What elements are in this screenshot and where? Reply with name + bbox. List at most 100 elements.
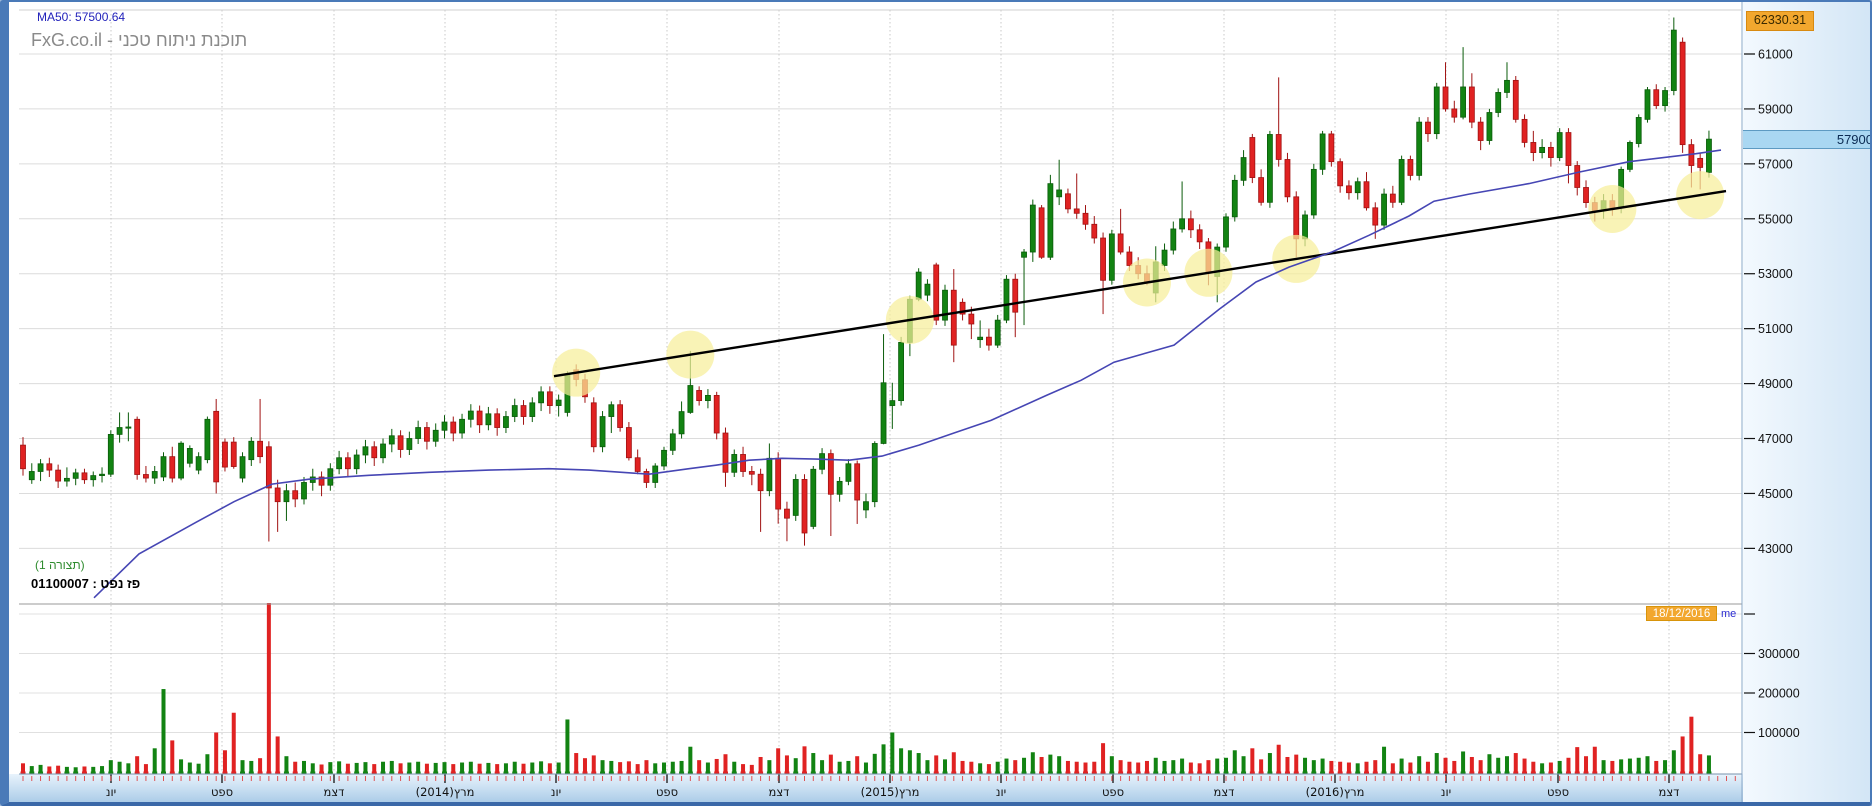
volume-bar bbox=[1259, 759, 1264, 772]
volume-bar bbox=[1144, 760, 1149, 772]
candle-body bbox=[239, 456, 246, 479]
candle-body bbox=[1065, 193, 1071, 210]
candle-body bbox=[397, 435, 404, 450]
candle-body bbox=[90, 475, 97, 481]
candle-body bbox=[863, 501, 869, 511]
volume-bar bbox=[837, 761, 842, 772]
candle-body bbox=[977, 336, 984, 341]
candle-body bbox=[134, 418, 141, 475]
volume-bar bbox=[1355, 763, 1360, 772]
x-axis-label: ספט bbox=[211, 785, 233, 799]
chart-canvas[interactable]: 61000 59000 57000 55000 53000 51000 49000 47000… bbox=[9, 2, 1872, 806]
volume-bar bbox=[679, 760, 684, 772]
candle-body bbox=[889, 400, 896, 406]
ma50-value-label: MA50: 57500.64 bbox=[37, 10, 126, 24]
volume-bar bbox=[222, 750, 227, 772]
volume-bar bbox=[591, 755, 596, 772]
volume-bar bbox=[293, 761, 298, 772]
candle-body bbox=[1003, 278, 1010, 321]
price-tick-label: 49000 bbox=[1758, 377, 1793, 391]
candle-body bbox=[1258, 177, 1265, 203]
candle-body bbox=[1539, 146, 1546, 154]
volume-bar bbox=[1531, 761, 1536, 772]
candle-body bbox=[1354, 181, 1361, 194]
volume-bar bbox=[64, 766, 69, 772]
candle-body bbox=[222, 441, 228, 468]
candle-body bbox=[1100, 237, 1106, 281]
candle-body bbox=[1363, 181, 1370, 209]
candle-body bbox=[757, 473, 764, 492]
volume-bar bbox=[1074, 761, 1079, 772]
volume-bar bbox=[91, 766, 96, 772]
period-high-badge: 62330.31 bbox=[1746, 11, 1814, 31]
volume-bar bbox=[1417, 756, 1422, 772]
volume-bar bbox=[407, 762, 412, 772]
volume-bar bbox=[1425, 761, 1430, 772]
volume-bar bbox=[1180, 758, 1185, 772]
candle-body bbox=[160, 456, 167, 478]
volume-bar bbox=[547, 763, 552, 772]
configuration-label: (תצורה 1) bbox=[35, 558, 85, 572]
candle-body bbox=[204, 418, 211, 461]
candle-body bbox=[819, 453, 825, 470]
volume-bar bbox=[758, 756, 763, 772]
volume-bar bbox=[1680, 736, 1685, 772]
volume-bar bbox=[486, 762, 491, 772]
candle-body bbox=[1038, 207, 1045, 258]
plot-background bbox=[9, 2, 1870, 802]
volume-bar bbox=[1004, 758, 1009, 772]
volume-bar bbox=[872, 753, 877, 772]
candle-body bbox=[1451, 108, 1458, 118]
volume-bar bbox=[635, 764, 640, 772]
volume-bar bbox=[240, 760, 245, 772]
x-axis-label: יונ bbox=[551, 785, 561, 799]
candle-body bbox=[1521, 118, 1528, 143]
candle-body bbox=[467, 410, 474, 420]
candle-body bbox=[845, 463, 852, 482]
price-tick-label: 55000 bbox=[1758, 212, 1793, 226]
candle-body bbox=[1486, 112, 1493, 141]
x-axis-label: ספט bbox=[1547, 785, 1569, 799]
x-axis-label: יונ bbox=[996, 785, 1006, 799]
candle-body bbox=[1056, 189, 1063, 198]
volume-bar bbox=[1101, 743, 1106, 772]
volume-bar bbox=[1478, 760, 1483, 772]
ma50-line bbox=[93, 149, 1722, 599]
volume-bar bbox=[1136, 762, 1141, 772]
volume-bar bbox=[530, 762, 535, 772]
volume-bar bbox=[1267, 753, 1272, 772]
candle-body bbox=[687, 385, 694, 413]
candle-body bbox=[415, 427, 422, 439]
candle-body bbox=[494, 413, 501, 428]
price-tick-label: 57000 bbox=[1758, 157, 1793, 171]
volume-bar bbox=[723, 754, 728, 772]
volume-bar bbox=[495, 764, 500, 772]
candle-body bbox=[1512, 79, 1519, 120]
volume-bar bbox=[56, 765, 61, 772]
candle-body bbox=[775, 457, 782, 510]
candle-body bbox=[625, 427, 632, 459]
volume-bar bbox=[1601, 760, 1606, 772]
price-tick-label: 53000 bbox=[1758, 267, 1793, 281]
last-price-badge: 57900 bbox=[1743, 130, 1870, 149]
volume-bar bbox=[574, 753, 579, 772]
volume-bar bbox=[802, 746, 807, 772]
volume-bar bbox=[21, 763, 25, 772]
volume-bar bbox=[653, 763, 658, 772]
candle-body bbox=[1627, 142, 1633, 170]
candle-body bbox=[1372, 207, 1379, 226]
volume-bars bbox=[21, 603, 1711, 772]
volume-bar bbox=[258, 758, 263, 772]
candle-body bbox=[1468, 86, 1475, 123]
candle-body bbox=[116, 427, 123, 435]
volume-bar bbox=[1408, 762, 1413, 772]
volume-bar bbox=[1206, 760, 1211, 772]
x-axis-label: ספט bbox=[656, 785, 678, 799]
volume-bar bbox=[1232, 750, 1237, 772]
candle-body bbox=[801, 479, 808, 534]
candle-body bbox=[1302, 214, 1308, 240]
candle-body bbox=[406, 438, 413, 450]
volume-bar bbox=[301, 760, 306, 772]
volume-bar bbox=[969, 761, 974, 772]
volume-bar bbox=[1548, 762, 1553, 772]
